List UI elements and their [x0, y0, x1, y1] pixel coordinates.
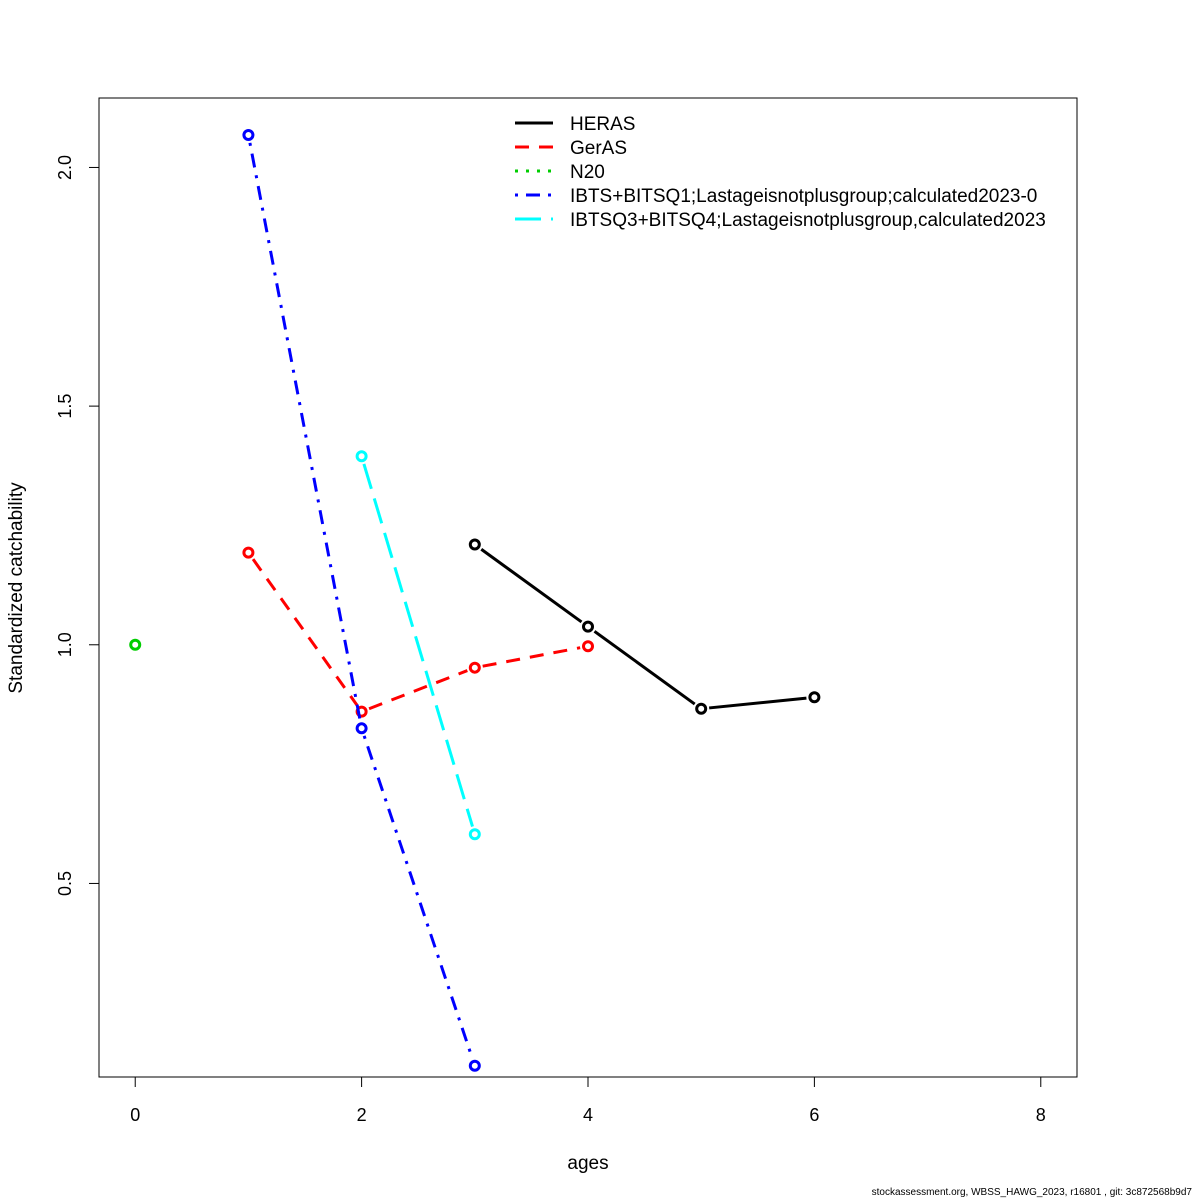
x-axis: 0 2 4 6 8	[130, 1076, 1046, 1125]
x-tick-label: 8	[1036, 1105, 1046, 1125]
data-point	[355, 722, 368, 735]
legend-label: N20	[570, 162, 605, 183]
legend-label: GerAS	[570, 138, 627, 159]
y-axis-title: Standardized catchability	[6, 482, 27, 694]
y-tick-label: 1.5	[55, 394, 75, 419]
series-line-segment	[362, 735, 474, 1059]
data-point	[242, 546, 255, 559]
data-point	[695, 702, 708, 715]
y-tick-label: 2.0	[55, 155, 75, 180]
data-point	[582, 620, 594, 633]
footer-credit: stockassessment.org, WBSS_HAWG_2023, r16…	[871, 1187, 1192, 1198]
x-tick-label: 0	[130, 1105, 140, 1125]
data-point	[468, 538, 481, 551]
legend-label: IBTSQ3+BITSQ4;Lastageisnotplusgroup,calc…	[570, 210, 1046, 231]
series-layer	[129, 128, 821, 1072]
y-tick-label: 1.0	[55, 632, 75, 657]
legend: HERAS GerAS N20 IBTS+BITSQ1;Lastageisnotplu…	[515, 114, 1046, 231]
data-point	[129, 638, 142, 651]
series-0	[468, 538, 821, 715]
legend-label: HERAS	[570, 114, 635, 135]
series-line-segment	[368, 669, 468, 711]
data-point	[468, 661, 481, 674]
legend-label: IBTS+BITSQ1;Lastageisnotplusgroup;calcul…	[570, 186, 1037, 207]
data-point	[468, 1059, 481, 1072]
x-tick-label: 6	[809, 1105, 819, 1125]
x-tick-label: 2	[357, 1105, 367, 1125]
y-tick-label: 0.5	[55, 871, 75, 896]
data-point	[808, 691, 821, 704]
series-4	[355, 450, 481, 841]
y-axis: 0.5 1.0 1.5 2.0	[55, 155, 100, 896]
series-line-segment	[709, 696, 807, 710]
data-point	[355, 450, 368, 463]
series-3	[242, 128, 481, 1072]
x-axis-title: ages	[567, 1153, 608, 1174]
series-line-segment	[480, 548, 583, 624]
data-point	[468, 828, 481, 841]
data-point	[242, 128, 255, 141]
series-line-segment	[593, 630, 696, 706]
series-1	[242, 546, 594, 718]
data-point	[582, 640, 594, 653]
series-line-segment	[251, 558, 359, 706]
series-2	[129, 638, 142, 651]
x-tick-label: 4	[583, 1105, 593, 1125]
series-line-segment	[362, 463, 474, 828]
series-line-segment	[248, 142, 362, 721]
plot-frame	[98, 97, 1078, 1078]
series-line-segment	[482, 646, 581, 668]
